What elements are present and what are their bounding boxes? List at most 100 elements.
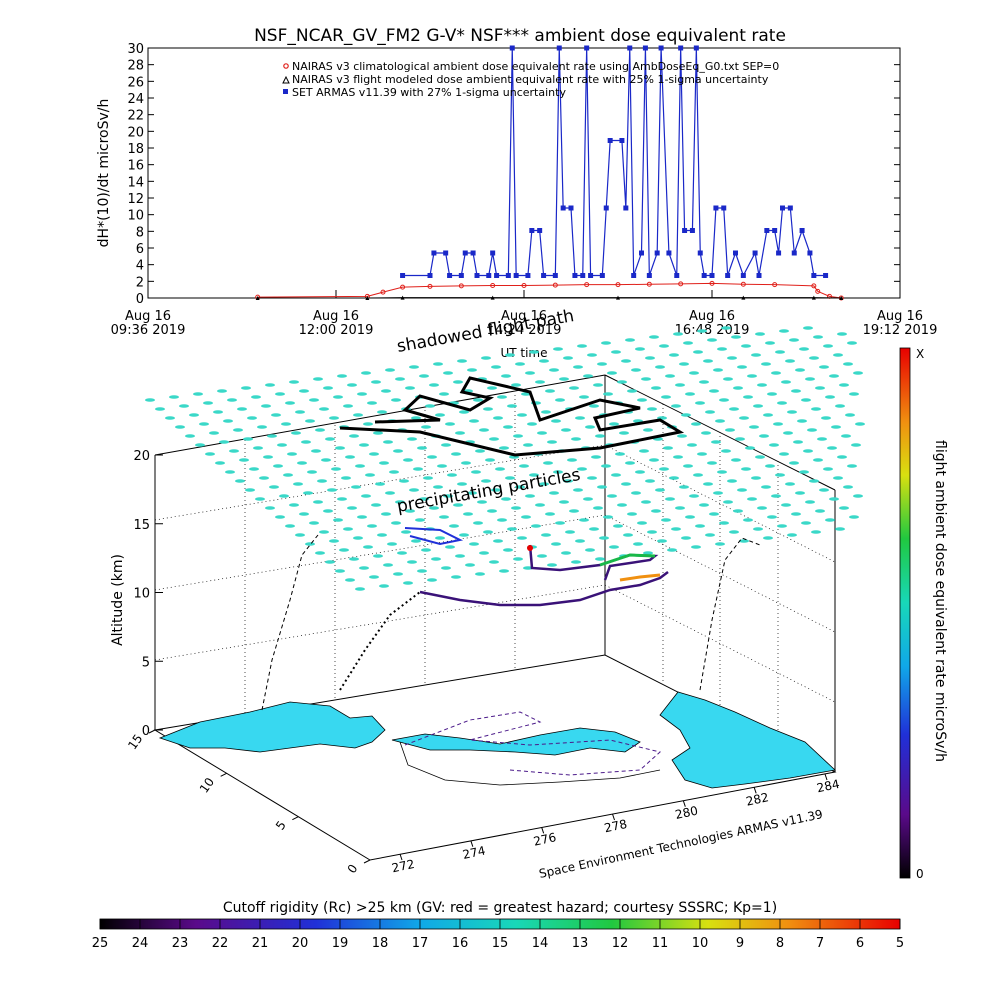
series-point-2 [486,273,492,278]
particle-dash [375,482,385,486]
particle-dash [709,512,719,516]
rigidity-tick-label: 12 [612,936,629,951]
particle-dash [669,476,679,480]
particle-dash [589,404,599,408]
particle-dash [249,467,259,471]
particle-dash [523,566,533,570]
particle-dash [793,440,803,444]
series-point-2 [697,250,703,256]
flight-segment-warm [619,573,661,582]
floor-flight-shadow [404,711,662,776]
particle-dash [699,503,709,507]
particle-dash [617,380,627,384]
particle-dash [749,425,759,429]
particle-dash [603,515,613,519]
series-point-2 [541,273,547,278]
particle-dash [483,530,493,534]
particle-dash [453,503,463,507]
series-point-0 [427,283,433,289]
particle-dash [403,458,413,462]
particle-dash [495,467,505,471]
particle-dash [453,380,463,384]
particle-dash [685,392,695,396]
particle-dash [243,437,253,441]
y-tick-label: 26 [127,75,144,90]
y-tick-label: 18 [127,142,144,157]
particle-dash [265,383,275,387]
particle-dash [583,497,593,501]
particle-dash [853,371,863,375]
particle-dash [319,530,329,534]
latitude-tick-mark [220,772,227,777]
top-chart-title: NSF_NCAR_GV_FM2 G-V* NSF*** ambient dose… [254,26,786,46]
particle-dash [607,371,617,375]
series-point-2 [556,45,562,51]
particle-dash [725,428,735,432]
particle-dash [307,470,317,474]
particle-dash [815,509,825,513]
rigidity-tick-labels: 25 24 23 22 21 20 19 18 17 16 15 14 13 12 11 10 9 8 7 6 5 [92,919,904,951]
particle-dash [641,377,651,381]
particle-dash [413,467,423,471]
particle-dash [347,383,357,387]
particle-dash [555,521,565,525]
particle-dash [189,413,199,417]
particle-dash [649,335,659,339]
series-point-2 [588,273,594,278]
particle-dash [765,341,775,345]
series-point-2 [631,273,637,278]
particle-dash [799,347,809,351]
legend-label-nairas-clim: NAIRAS v3 climatological ambient dose eq… [292,60,779,73]
particle-dash [441,443,451,447]
particle-dash [697,329,707,333]
particle-dash [467,368,477,372]
particle-dash [359,566,369,570]
series-point-2 [494,273,500,278]
land-region-west [158,701,386,753]
particle-dash [837,332,847,336]
series-point-0 [521,283,527,288]
particle-dash [325,437,335,441]
particle-dash [367,401,377,405]
particle-dash [783,431,793,435]
particle-dash [733,386,743,390]
series-point-1 [811,295,816,300]
rigidity-tick-label: 24 [132,936,149,951]
particle-dash [261,404,271,408]
particle-dash [631,368,641,372]
series-point-2 [725,273,731,278]
particle-dash [313,500,323,504]
particle-dash [491,488,501,492]
particle-dash [791,389,801,393]
rigidity-tick-label: 22 [212,936,229,951]
particle-dash [417,569,427,573]
rigidity-tick-label: 6 [856,936,864,951]
particle-dash [175,425,185,429]
particle-dash [693,350,703,354]
particle-dash [567,458,577,462]
particle-dash [387,542,397,546]
series-point-2 [674,273,680,278]
particle-dash [281,422,291,426]
particle-dash [471,470,481,474]
particle-dash [329,416,339,420]
particle-dash [819,365,829,369]
particle-dash [507,404,517,408]
particle-dash [805,500,815,504]
particle-dash [551,542,561,546]
particle-dash [667,548,677,552]
top-series-layer [255,45,844,301]
particle-dash [217,389,227,393]
particle-dash [615,452,625,456]
particle-dash [659,344,669,348]
particle-dash [703,359,713,363]
particle-dash [529,350,539,354]
particle-dash [829,374,839,378]
particle-dash [779,329,789,333]
particle-dash [305,542,315,546]
particle-dash [693,473,703,477]
series-point-2 [458,273,464,278]
particle-dash [443,494,453,498]
rigidity-tick-label: 8 [776,936,784,951]
particle-dash [255,497,265,501]
